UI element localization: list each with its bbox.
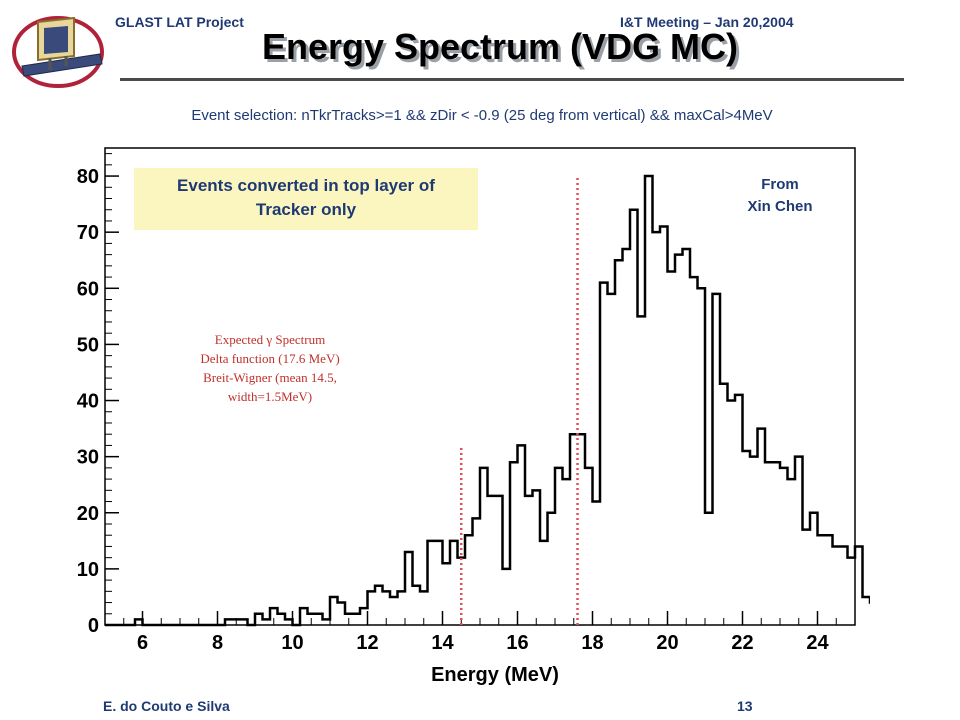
expected-line-3: Breit-Wigner (mean 14.5, [203, 370, 337, 385]
credit-text: From Xin Chen [720, 174, 840, 218]
meeting-label: I&T Meeting – Jan 20,2004 [620, 14, 794, 30]
credit-line-2: Xin Chen [747, 198, 813, 215]
y-tick-label: 50 [77, 334, 99, 356]
title-divider [120, 78, 904, 81]
annotation-box-text: Events converted in top layer of Tracker… [134, 174, 478, 222]
annotation-line-2: Tracker only [255, 200, 357, 219]
x-tick-label: 22 [731, 632, 753, 654]
y-tick-label: 30 [77, 447, 99, 469]
expected-line-2: Delta function (17.6 MeV) [200, 351, 340, 366]
glast-satellite-logo [12, 16, 104, 88]
expected-spectrum-note: Expected γ Spectrum Delta function (17.6… [160, 330, 380, 406]
x-tick-label: 8 [212, 632, 223, 654]
x-tick-label: 6 [137, 632, 148, 654]
project-label: GLAST LAT Project [115, 14, 244, 30]
event-selection-text: Event selection: nTkrTracks>=1 && zDir <… [191, 107, 773, 124]
author-label: E. do Couto e Silva [103, 698, 230, 714]
histogram-series [105, 174, 870, 627]
annotation-line-1: Events converted in top layer of [177, 176, 435, 195]
x-tick-label: 10 [281, 632, 303, 654]
x-tick-label: 16 [506, 632, 528, 654]
y-tick-label: 60 [77, 278, 99, 300]
x-tick-label: 20 [656, 632, 678, 654]
expected-line-1: Expected γ Spectrum [214, 332, 326, 347]
page-title: Energy Spectrum (VDG MC) [261, 26, 739, 67]
x-axis-label: Energy (MeV) [431, 664, 559, 686]
y-tick-label: 80 [77, 166, 99, 188]
x-tick-label: 18 [581, 632, 603, 654]
page-number: 13 [737, 698, 753, 714]
credit-line-1: From [761, 176, 799, 193]
y-tick-label: 10 [77, 559, 99, 581]
y-tick-label: 70 [77, 222, 99, 244]
annotation-box: Events converted in top layer of Tracker… [134, 168, 478, 230]
expected-line-4: width=1.5MeV) [227, 389, 313, 404]
x-tick-label: 24 [806, 632, 829, 654]
x-tick-label: 12 [356, 632, 378, 654]
x-tick-label: 14 [431, 632, 454, 654]
y-tick-label: 0 [88, 615, 99, 637]
y-tick-label: 40 [77, 391, 99, 413]
y-tick-label: 20 [77, 503, 99, 525]
